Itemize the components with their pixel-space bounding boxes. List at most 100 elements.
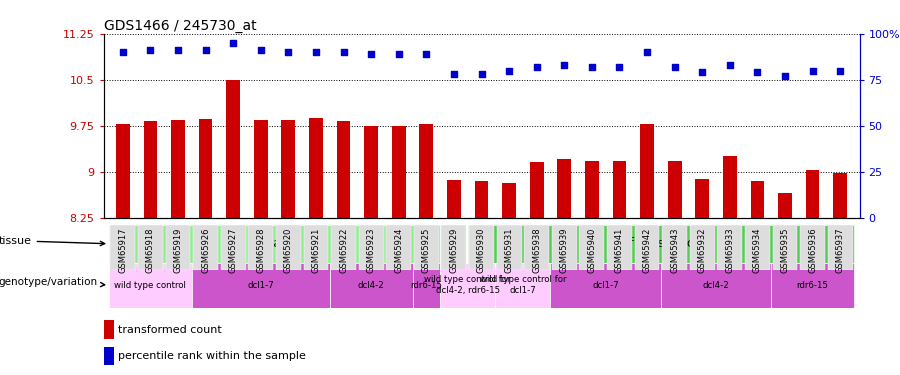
FancyBboxPatch shape <box>442 225 466 270</box>
FancyBboxPatch shape <box>771 262 854 308</box>
Text: GSM65919: GSM65919 <box>174 227 183 273</box>
Text: GSM65920: GSM65920 <box>284 227 292 273</box>
Point <box>392 51 406 57</box>
FancyBboxPatch shape <box>800 225 825 270</box>
FancyBboxPatch shape <box>109 262 192 308</box>
Bar <box>226 80 240 218</box>
FancyBboxPatch shape <box>745 225 770 270</box>
FancyBboxPatch shape <box>138 225 163 270</box>
Text: GSM65922: GSM65922 <box>339 227 348 273</box>
Point <box>309 49 323 55</box>
FancyBboxPatch shape <box>828 225 852 270</box>
Bar <box>282 120 295 218</box>
FancyBboxPatch shape <box>551 262 661 308</box>
Text: GSM65942: GSM65942 <box>643 227 652 273</box>
Point <box>695 69 709 75</box>
FancyBboxPatch shape <box>469 225 494 270</box>
Bar <box>104 320 113 339</box>
FancyBboxPatch shape <box>331 225 356 270</box>
Point <box>612 64 626 70</box>
FancyBboxPatch shape <box>109 225 440 262</box>
Bar <box>557 159 572 218</box>
FancyBboxPatch shape <box>192 262 329 308</box>
FancyBboxPatch shape <box>248 225 274 270</box>
Bar <box>613 161 626 218</box>
Text: GSM65925: GSM65925 <box>422 227 431 273</box>
Bar <box>199 119 212 218</box>
Point <box>529 64 544 70</box>
FancyBboxPatch shape <box>220 225 246 270</box>
Bar <box>696 179 709 218</box>
Point <box>474 71 489 77</box>
Point <box>585 64 599 70</box>
Text: wild type control: wild type control <box>114 280 186 290</box>
Text: GSM65941: GSM65941 <box>615 227 624 273</box>
Text: GSM65936: GSM65936 <box>808 227 817 273</box>
Text: GSM65926: GSM65926 <box>201 227 210 273</box>
Point <box>751 69 765 75</box>
Point <box>557 62 572 68</box>
Bar <box>419 124 433 217</box>
FancyBboxPatch shape <box>329 262 412 308</box>
Text: GSM65931: GSM65931 <box>505 227 514 273</box>
Text: GSM65923: GSM65923 <box>366 227 375 273</box>
Point <box>502 68 517 74</box>
Text: dcl1-7: dcl1-7 <box>592 280 619 290</box>
Text: GSM65929: GSM65929 <box>449 227 458 273</box>
Text: GSM65927: GSM65927 <box>229 227 238 273</box>
Point <box>640 49 654 55</box>
Text: GSM65932: GSM65932 <box>698 227 706 273</box>
Bar <box>337 122 350 218</box>
Point <box>198 47 212 53</box>
FancyBboxPatch shape <box>303 225 328 270</box>
Bar <box>309 118 323 218</box>
FancyBboxPatch shape <box>166 225 191 270</box>
Text: GSM65934: GSM65934 <box>753 227 762 273</box>
Text: GSM65938: GSM65938 <box>532 227 541 273</box>
FancyBboxPatch shape <box>662 225 687 270</box>
FancyBboxPatch shape <box>412 262 440 308</box>
Bar <box>640 124 654 218</box>
FancyBboxPatch shape <box>717 225 742 270</box>
Text: dcl1-7: dcl1-7 <box>248 280 274 290</box>
FancyBboxPatch shape <box>276 225 301 270</box>
Text: rdr6-15: rdr6-15 <box>796 280 829 290</box>
Text: GSM65928: GSM65928 <box>256 227 266 273</box>
Bar <box>806 170 820 217</box>
FancyBboxPatch shape <box>194 225 218 270</box>
Point <box>143 47 157 53</box>
FancyBboxPatch shape <box>552 225 577 270</box>
Point <box>446 71 461 77</box>
Text: genotype/variation: genotype/variation <box>0 277 104 287</box>
FancyBboxPatch shape <box>634 225 660 270</box>
Text: tissue: tissue <box>0 236 104 246</box>
Bar <box>502 183 516 218</box>
Point <box>364 51 378 57</box>
FancyBboxPatch shape <box>468 225 854 262</box>
Bar <box>104 346 113 365</box>
Bar <box>447 180 461 218</box>
Bar <box>668 161 681 218</box>
FancyBboxPatch shape <box>525 225 549 270</box>
Text: dcl4-2: dcl4-2 <box>703 280 729 290</box>
Bar <box>778 193 792 217</box>
FancyBboxPatch shape <box>414 225 438 270</box>
Text: GSM65930: GSM65930 <box>477 227 486 273</box>
Text: GSM65943: GSM65943 <box>670 227 680 273</box>
Point <box>337 49 351 55</box>
Text: GSM65918: GSM65918 <box>146 227 155 273</box>
Text: percentile rank within the sample: percentile rank within the sample <box>118 351 306 361</box>
FancyBboxPatch shape <box>689 225 715 270</box>
Bar <box>723 156 737 218</box>
Text: wild type control for
dcl4-2, rdr6-15: wild type control for dcl4-2, rdr6-15 <box>425 275 511 295</box>
FancyBboxPatch shape <box>772 225 797 270</box>
Bar <box>143 121 157 218</box>
Bar <box>833 173 847 217</box>
Bar <box>751 181 764 218</box>
Point <box>833 68 848 74</box>
FancyBboxPatch shape <box>111 225 135 270</box>
Point <box>419 51 434 57</box>
Bar <box>585 161 598 218</box>
Point <box>778 73 792 79</box>
Text: GSM65939: GSM65939 <box>560 227 569 273</box>
